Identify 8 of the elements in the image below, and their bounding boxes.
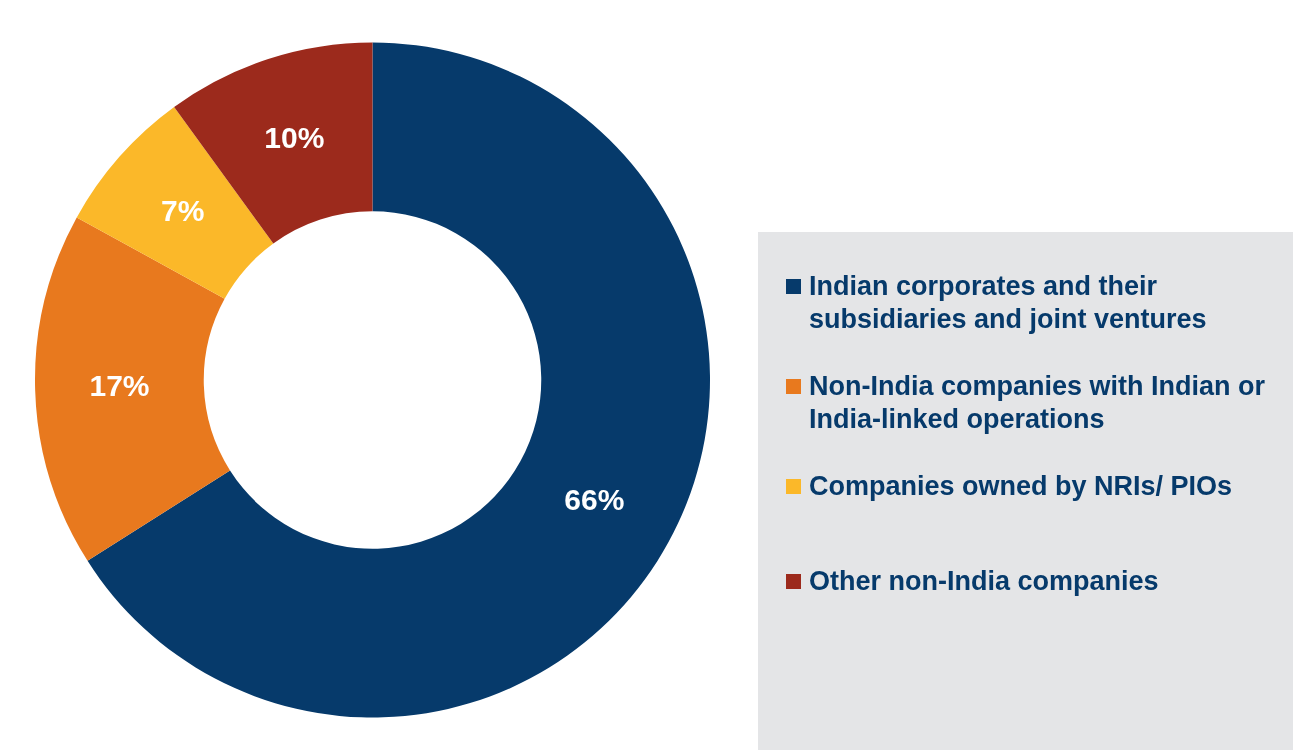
legend-label: Other non-India companies xyxy=(809,565,1159,598)
legend-label: Companies owned by NRIs/ PIOs xyxy=(809,470,1233,503)
data-label: 7% xyxy=(160,193,205,227)
data-label: 66% xyxy=(564,483,625,517)
legend-label: Indian corporates and their subsidiaries and joint ventures xyxy=(809,270,1208,336)
data-label: 10% xyxy=(264,120,325,154)
data-label: 17% xyxy=(89,369,150,403)
legend-label: Non-India companies with Indian or India-linked operations xyxy=(809,370,1267,436)
